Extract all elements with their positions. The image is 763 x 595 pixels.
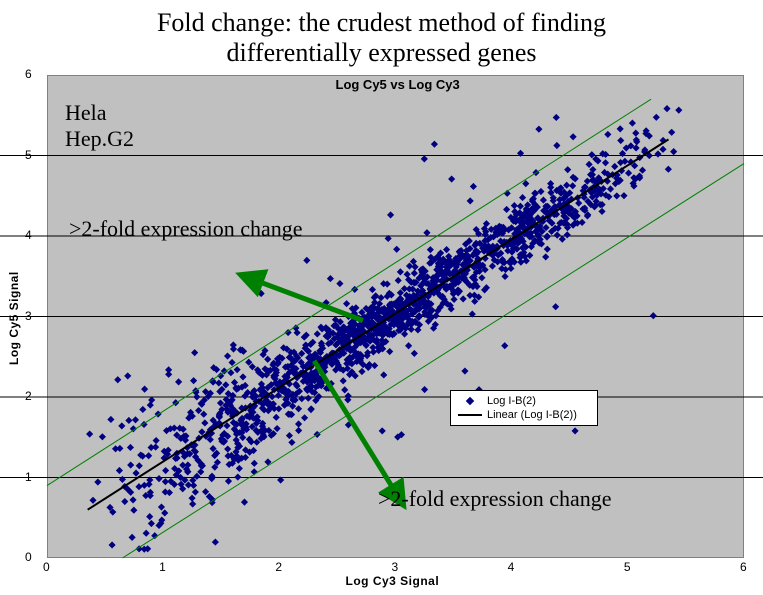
y-tick: 1 (25, 470, 32, 484)
y-tick: 6 (25, 67, 32, 81)
legend-label-linear: Linear (Log I-B(2)) (487, 409, 577, 421)
label-hela: Hela (65, 100, 107, 126)
x-tick: 0 (43, 560, 50, 574)
y-tick: 3 (25, 309, 32, 323)
legend-item-points: Log I-B(2) (457, 394, 591, 408)
y-tick: 0 (25, 550, 32, 564)
legend-box: Log I-B(2) Linear (Log I-B(2)) (450, 390, 598, 426)
y-tick: 5 (25, 148, 32, 162)
legend-label-points: Log I-B(2) (487, 395, 536, 407)
x-tick: 3 (392, 560, 399, 574)
label-hepg2: Hep.G2 (65, 126, 134, 152)
y-tick: 2 (25, 389, 32, 403)
line-marker-icon (457, 414, 483, 416)
upper-fold-annotation: >2-fold expression change (69, 216, 303, 242)
x-tick: 4 (508, 560, 515, 574)
diamond-marker-icon (457, 398, 483, 404)
lower-fold-annotation: >2-fold expression change (378, 486, 612, 512)
x-tick: 1 (159, 560, 166, 574)
legend-item-linear: Linear (Log I-B(2)) (457, 408, 591, 422)
x-tick: 2 (275, 560, 282, 574)
y-tick: 4 (25, 228, 32, 242)
x-tick: 6 (740, 560, 747, 574)
x-tick: 5 (624, 560, 631, 574)
